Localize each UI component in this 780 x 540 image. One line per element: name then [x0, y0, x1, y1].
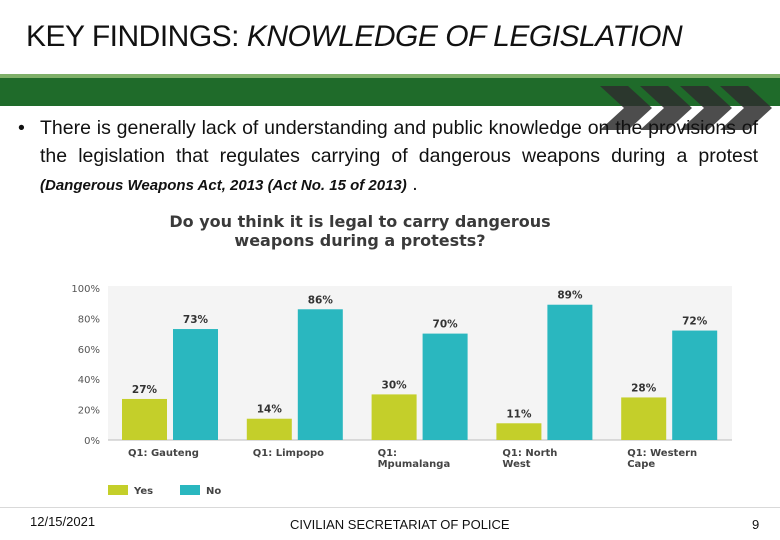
bar-chart: 0% 20% 40% 60% 80% 100% 27% 73% Q1: Gauteng 14% 86… — [71, 284, 732, 497]
bar-yes — [246, 418, 292, 440]
y-tick-label: 0% — [84, 436, 100, 447]
footer-date: 12/15/2021 — [30, 514, 96, 529]
chevron-arrows-icon — [600, 86, 772, 130]
bullet-symbol: • — [18, 117, 25, 139]
data-label: 27% — [132, 384, 158, 396]
data-label: 86% — [308, 294, 334, 306]
bar-no — [173, 329, 218, 440]
green-band-accent — [0, 74, 780, 78]
bullet-text: There is generally lack of understanding… — [40, 117, 758, 167]
bullet-end: . — [412, 173, 418, 195]
data-label: 70% — [433, 319, 459, 331]
category-label: Q1: Gauteng — [128, 448, 199, 459]
bar-no — [672, 330, 718, 440]
category-label: Q1: North — [502, 448, 557, 459]
category-label: Q1: — [378, 448, 397, 459]
category-label: West — [502, 459, 530, 470]
data-label: 14% — [257, 404, 283, 416]
bar-yes — [621, 397, 667, 440]
legend-swatch-no — [180, 485, 200, 495]
legend-label: Yes — [133, 486, 153, 497]
bar-no — [422, 333, 468, 440]
footer-divider — [0, 507, 780, 508]
category-label: Cape — [627, 459, 655, 470]
category-label: Q1: Limpopo — [253, 448, 324, 459]
data-label: 72% — [682, 316, 708, 328]
bar-yes — [371, 394, 417, 440]
chart-title: Do you think it is legal to carry danger… — [100, 212, 620, 250]
category-label: Q1: Western — [627, 448, 697, 459]
data-label: 73% — [183, 314, 209, 326]
bullet-act-reference: (Dangerous Weapons Act, 2013 (Act No. 15… — [40, 177, 407, 194]
y-tick-label: 80% — [78, 314, 100, 325]
data-label: 30% — [382, 379, 408, 391]
bar-no — [297, 309, 343, 440]
footer-page-number: 9 — [752, 517, 760, 532]
y-tick-label: 60% — [78, 345, 100, 356]
slide-title: KEY FINDINGS: KNOWLEDGE OF LEGISLATION — [26, 20, 683, 54]
legend-swatch-yes — [108, 485, 128, 495]
bullet-item: • There is generally lack of understandi… — [18, 114, 758, 200]
y-tick-label: 40% — [78, 375, 100, 386]
chart-title-line-2: weapons during a protests? — [234, 231, 486, 250]
data-label: 28% — [631, 382, 657, 394]
category-label: Mpumalanga — [378, 459, 451, 470]
slide-title-lead: KEY FINDINGS: — [26, 20, 240, 53]
y-tick-label: 100% — [71, 284, 100, 295]
bar-yes — [496, 423, 542, 440]
slide-title-rest: KNOWLEDGE OF LEGISLATION — [246, 20, 683, 53]
title-bar: KEY FINDINGS: KNOWLEDGE OF LEGISLATION — [0, 0, 780, 80]
y-tick-label: 20% — [78, 406, 100, 417]
bullet-list: • There is generally lack of understandi… — [18, 114, 758, 200]
bar-no — [547, 304, 593, 440]
chart-title-line-1: Do you think it is legal to carry danger… — [169, 212, 551, 231]
data-label: 89% — [557, 290, 583, 302]
bar-yes — [122, 398, 167, 440]
data-label: 11% — [506, 408, 532, 420]
legend-label: No — [206, 486, 221, 497]
footer-organisation: CIVILIAN SECRETARIAT OF POLICE — [290, 517, 510, 532]
